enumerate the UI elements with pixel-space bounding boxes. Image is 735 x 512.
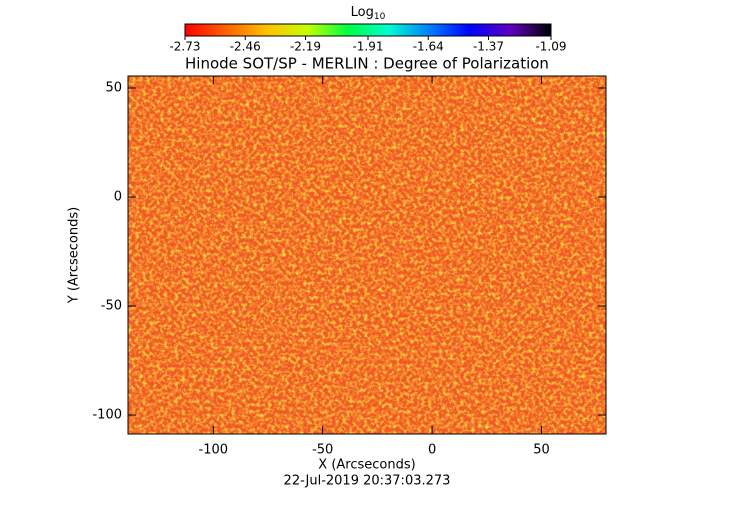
y-tick-label: 50: [105, 80, 122, 95]
colorbar-title-base: Log: [351, 5, 374, 20]
y-tick-label: -100: [92, 408, 122, 423]
colorbar: [184, 23, 552, 37]
colorbar-tick-label: -1.64: [413, 40, 444, 54]
polarization-image: [128, 76, 606, 434]
colorbar-title: Log10: [351, 5, 386, 22]
colorbar-tick-label: -2.19: [290, 40, 321, 54]
annotation: 22-Jul-2019 20:37:03.273: [284, 474, 451, 489]
colorbar-tick-label: -2.73: [169, 40, 200, 54]
x-tick-label: 0: [428, 443, 436, 458]
x-tick-label: -50: [312, 443, 333, 458]
colorbar-tick-label: -2.46: [230, 40, 261, 54]
colorbar-title-sub: 10: [374, 12, 386, 22]
y-tick-label: -50: [101, 299, 122, 314]
chart-title: Hinode SOT/SP - MERLIN : Degree of Polar…: [185, 55, 549, 73]
x-tick-label: 50: [533, 443, 550, 458]
x-tick-label: -100: [199, 443, 229, 458]
colorbar-tick-label: -1.09: [535, 40, 566, 54]
colorbar-tick-label: -1.37: [473, 40, 504, 54]
colorbar-tick-label: -1.91: [352, 40, 383, 54]
y-tick-label: 0: [114, 190, 122, 205]
x-axis-label: X (Arcseconds): [318, 458, 415, 473]
plot-frame: [127, 75, 607, 435]
y-axis-label: Y (Arcseconds): [67, 207, 82, 304]
